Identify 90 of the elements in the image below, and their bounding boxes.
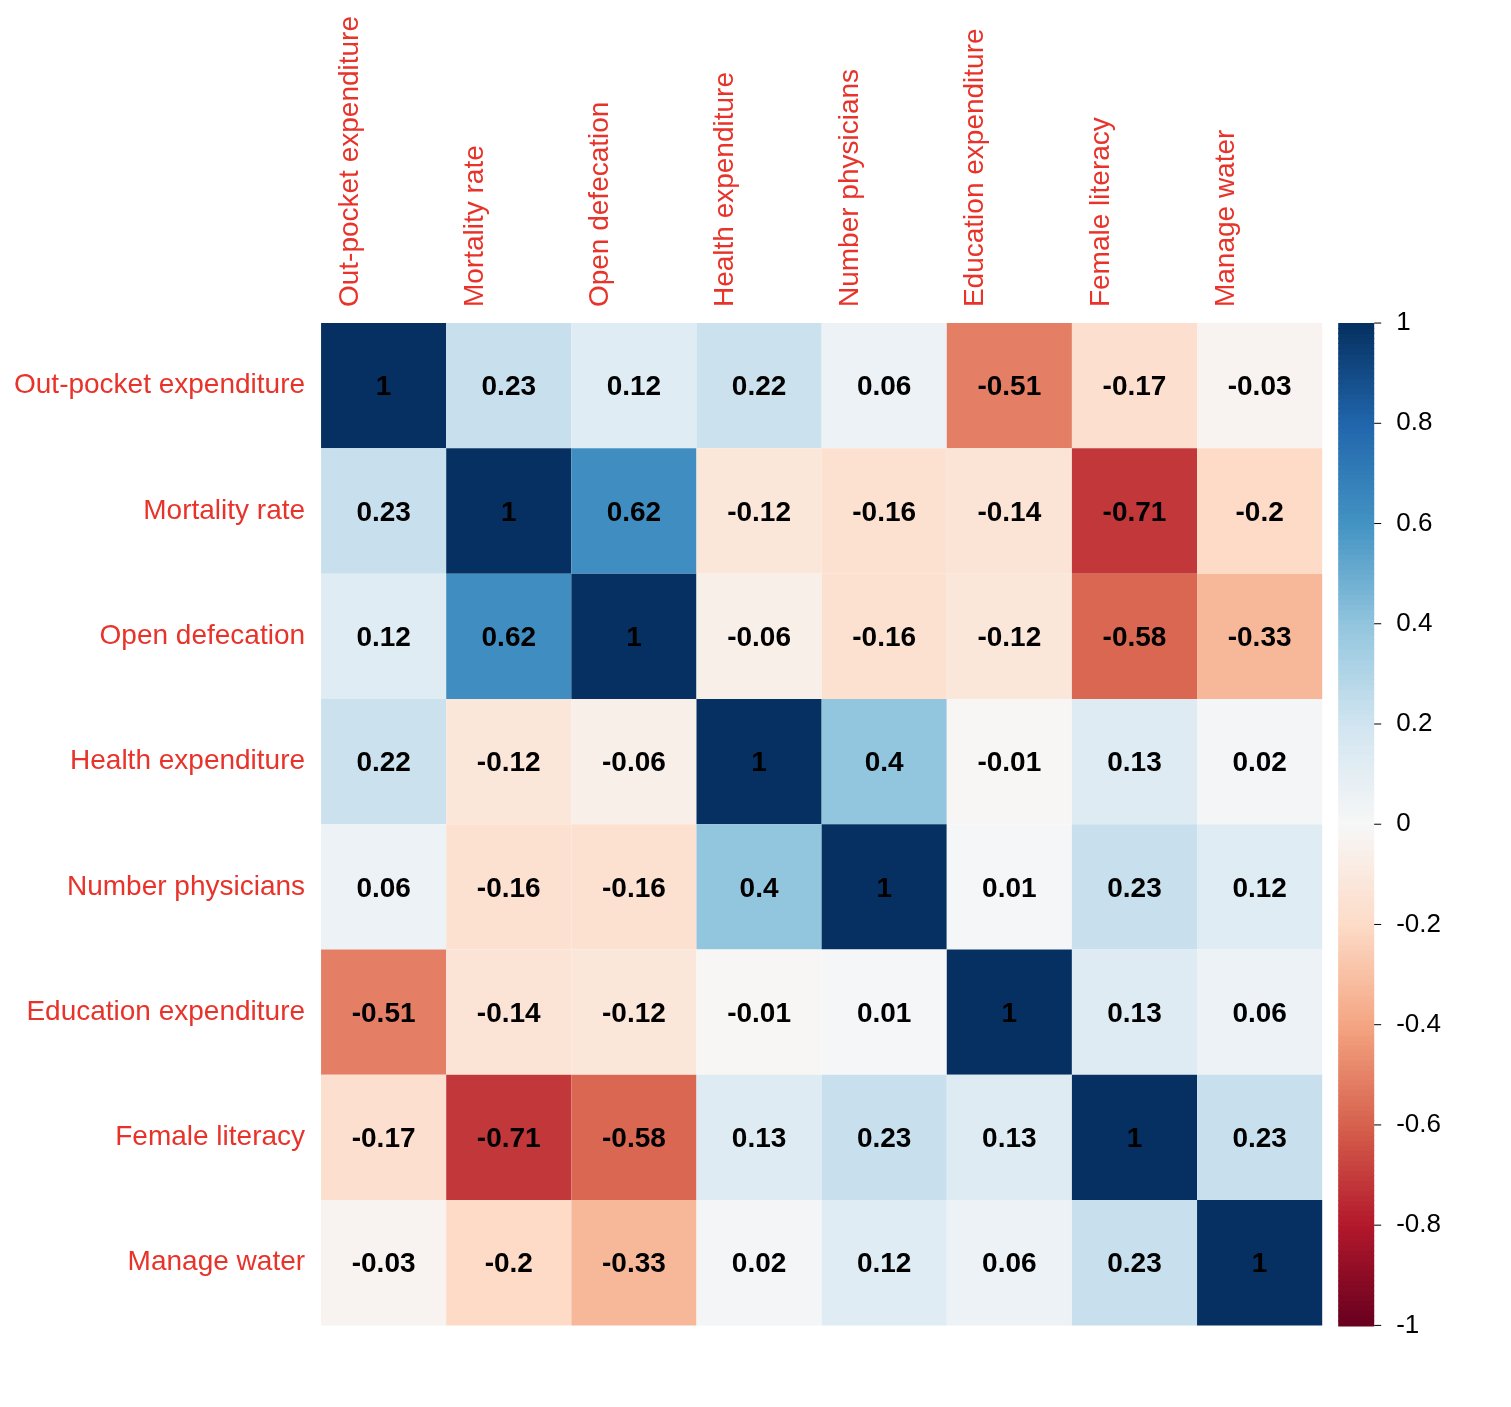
data-label: 0.01 — [982, 871, 1037, 903]
data-label: 0.02 — [731, 1247, 787, 1279]
y-tick-label: Female literacy — [115, 1120, 306, 1152]
data-label: -0.01 — [727, 996, 791, 1028]
data-label: 1 — [876, 871, 892, 903]
data-label: 0.12 — [606, 370, 662, 402]
x-tick-label: Health expenditure — [708, 72, 740, 308]
data-label: 0.06 — [1232, 996, 1287, 1028]
x-tick-label: Education expenditure — [958, 28, 990, 308]
x-tick-label: Number physicians — [833, 68, 865, 308]
data-label: 1 — [375, 370, 392, 402]
data-label: 0.23 — [1107, 1247, 1162, 1279]
data-label: -0.12 — [602, 996, 666, 1028]
data-label: -0.33 — [602, 1247, 666, 1279]
x-tick-label: Manage water — [1208, 129, 1240, 308]
data-label: -0.2 — [484, 1247, 533, 1279]
data-label: 0.13 — [1107, 746, 1162, 778]
data-label: 0.13 — [982, 1122, 1037, 1154]
data-label: 0.06 — [856, 370, 912, 402]
data-label: 0.4 — [864, 746, 905, 778]
data-label: 0.23 — [1232, 1122, 1287, 1154]
data-label: 1 — [1001, 996, 1018, 1028]
data-label: 0.23 — [356, 495, 411, 527]
data-label: -0.12 — [977, 621, 1042, 653]
data-label: -0.03 — [1227, 370, 1292, 402]
x-tick-label: Mortality rate — [457, 145, 489, 308]
data-label: 1 — [1251, 1247, 1268, 1279]
data-label: -0.16 — [852, 495, 917, 527]
x-tick-label: Female literacy — [1083, 117, 1115, 308]
color-bar-label: -0.6 — [1396, 1108, 1442, 1139]
color-bar-label: -0.4 — [1396, 1007, 1442, 1038]
data-label: 0.62 — [606, 495, 662, 527]
y-tick-label: Out-pocket expenditure — [14, 368, 306, 400]
data-label: -0.06 — [602, 746, 666, 778]
data-label: -0.14 — [977, 495, 1042, 527]
data-label: 0.4 — [739, 871, 779, 903]
data-label: 1 — [500, 495, 517, 527]
data-label: -0.16 — [602, 871, 666, 903]
color-bar-label: -0.2 — [1396, 907, 1442, 938]
data-label: 0.02 — [1232, 746, 1287, 778]
data-label: -0.71 — [476, 1122, 541, 1154]
color-bar-label: 0.8 — [1396, 406, 1433, 437]
data-label: 1 — [751, 746, 767, 778]
data-label: 0.12 — [1232, 871, 1287, 903]
data-label: -0.16 — [476, 871, 541, 903]
y-tick-label: Number physicians — [66, 869, 306, 901]
data-label: 0.13 — [1107, 996, 1162, 1028]
data-label: -0.17 — [351, 1122, 416, 1154]
data-label: -0.12 — [476, 746, 541, 778]
color-bar-label: 0 — [1396, 807, 1411, 838]
data-label: -0.12 — [727, 495, 791, 527]
data-label: 0.62 — [481, 621, 537, 653]
data-label: -0.58 — [602, 1122, 666, 1154]
color-bar-label: 1 — [1396, 306, 1411, 337]
data-label: -0.06 — [727, 621, 791, 653]
color-bar-label: 0.2 — [1396, 707, 1433, 738]
data-label: -0.33 — [1227, 621, 1292, 653]
y-tick-label: Manage water — [127, 1245, 306, 1277]
color-bar-label: 0.6 — [1396, 506, 1433, 537]
data-label: 1 — [626, 621, 642, 653]
data-label: -0.2 — [1235, 495, 1284, 527]
color-bar-label: -0.8 — [1396, 1208, 1442, 1239]
data-label: 0.01 — [856, 996, 912, 1028]
y-tick-label: Mortality rate — [143, 493, 306, 525]
x-tick-label: Open defecation — [583, 101, 615, 308]
data-label: 0.22 — [731, 370, 787, 402]
data-label: 0.22 — [356, 746, 411, 778]
data-label: 0.06 — [982, 1247, 1037, 1279]
y-tick-label: Education expenditure — [26, 994, 306, 1026]
y-tick-label: Open defecation — [99, 619, 306, 651]
data-label: 0.12 — [356, 621, 411, 653]
data-label: -0.71 — [1102, 495, 1167, 527]
data-label: 1 — [1126, 1122, 1143, 1154]
data-label: 0.06 — [356, 871, 411, 903]
data-label: 0.13 — [731, 1122, 787, 1154]
y-tick-label: Health expenditure — [70, 744, 306, 776]
color-bar-label: -1 — [1396, 1308, 1420, 1339]
data-label: -0.51 — [977, 370, 1042, 402]
data-label: 0.12 — [856, 1247, 912, 1279]
data-label: -0.14 — [476, 996, 542, 1028]
color-bar-label: 0.4 — [1396, 606, 1433, 637]
data-label: 0.23 — [1107, 871, 1162, 903]
data-label: -0.01 — [977, 746, 1042, 778]
data-label: -0.58 — [1102, 621, 1167, 653]
data-label: -0.03 — [351, 1247, 416, 1279]
data-label: -0.16 — [852, 621, 917, 653]
data-label: 0.23 — [481, 370, 537, 402]
data-label: 0.23 — [856, 1122, 912, 1154]
data-label: -0.17 — [1102, 370, 1167, 402]
data-label: -0.51 — [351, 996, 416, 1028]
